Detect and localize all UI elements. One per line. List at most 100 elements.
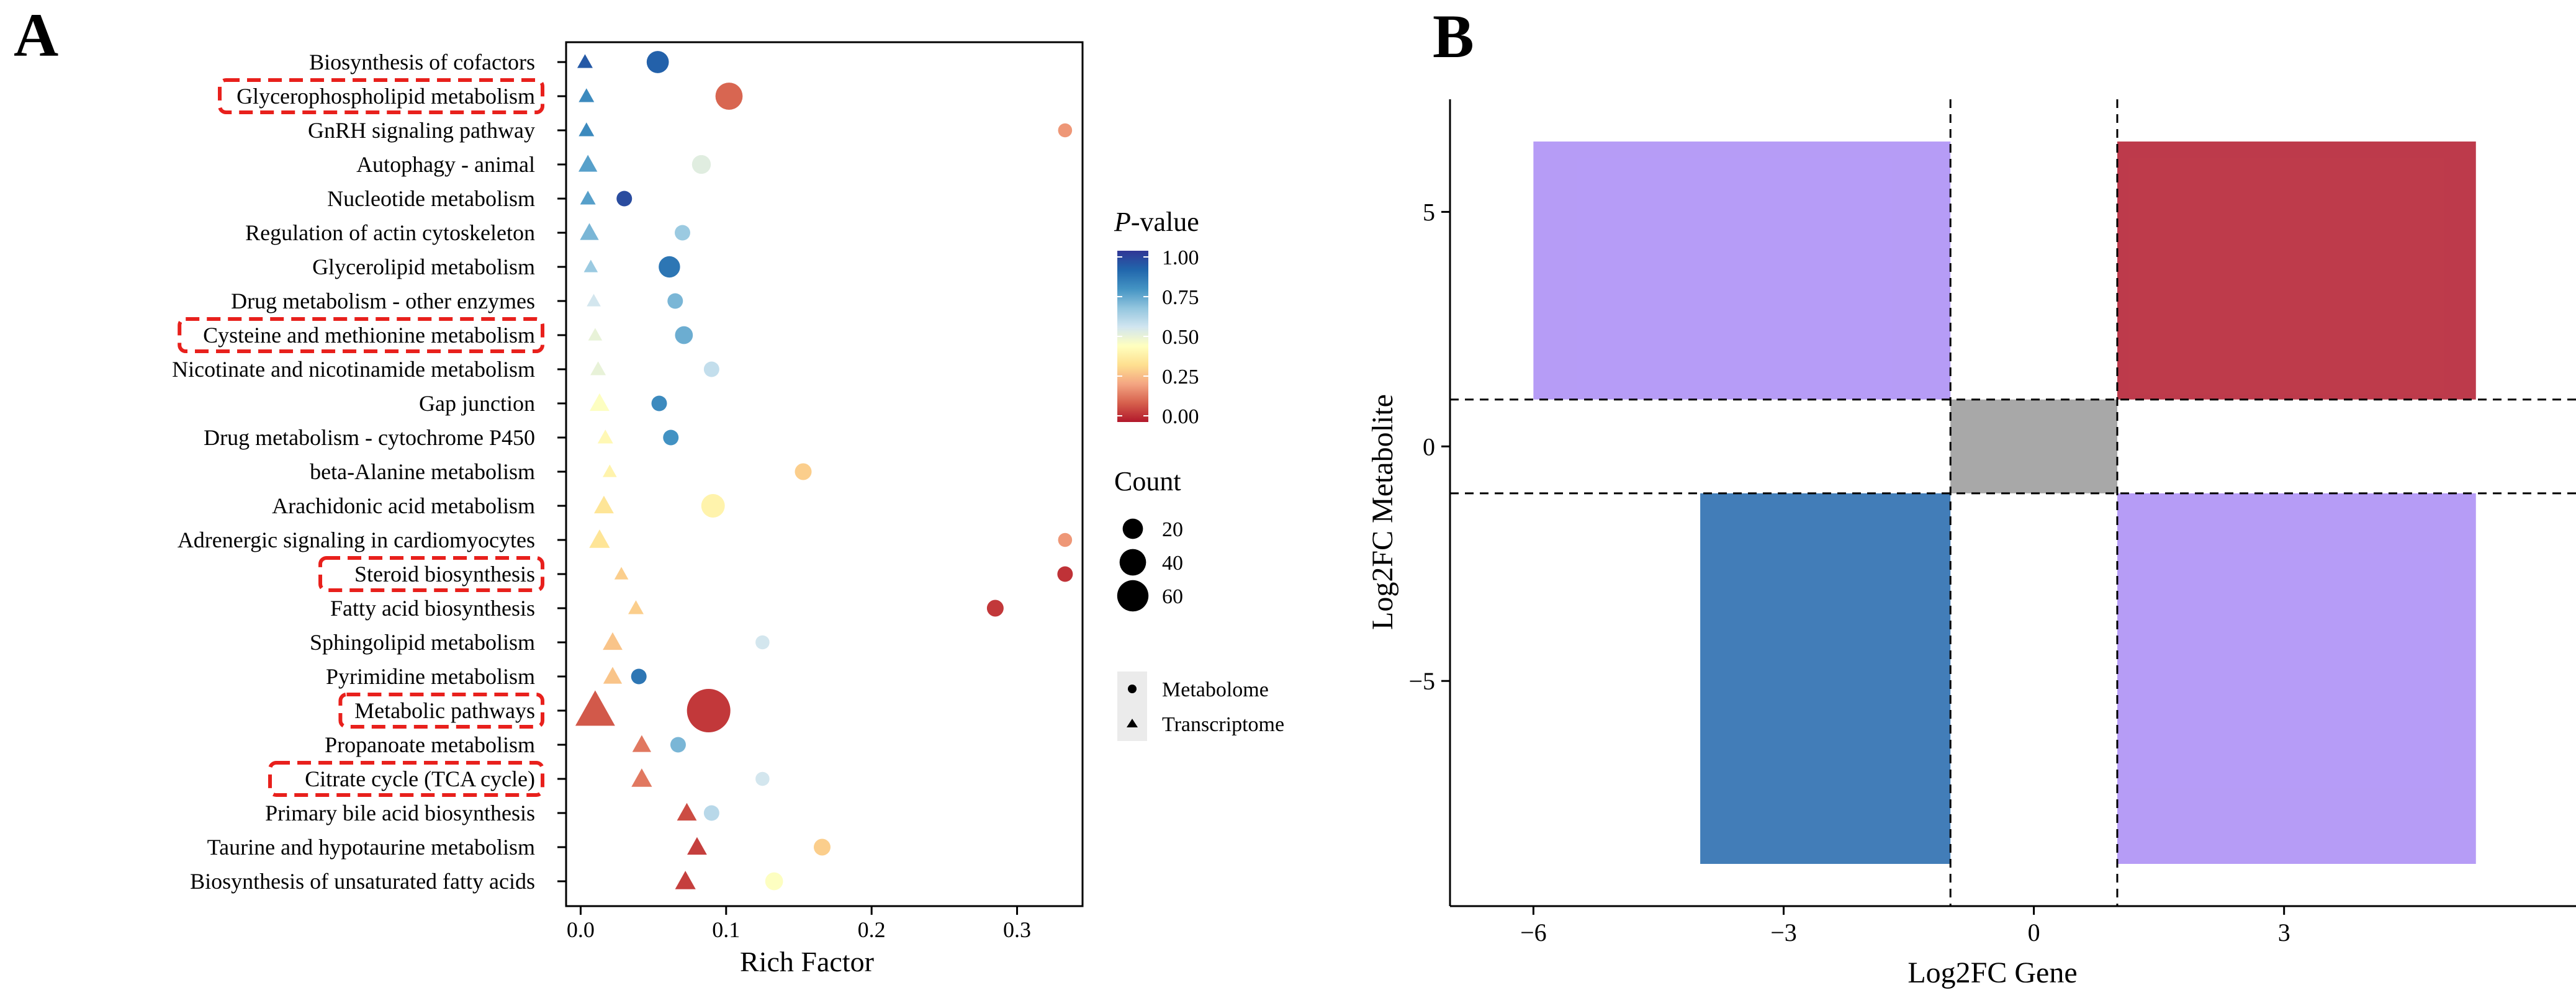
category-label: Sphingolipid metabolism	[310, 630, 535, 655]
x-tick-label: 0	[2028, 919, 2040, 946]
x-tick-label: 3	[2278, 919, 2290, 946]
x-axis-label: Rich Factor	[740, 946, 874, 977]
category-label: Pyrimidine metabolism	[326, 664, 535, 689]
category-label: Nicotinate and nicotinamide metabolism	[172, 357, 535, 382]
category-label: Cysteine and methionine metabolism	[203, 323, 535, 348]
colorbar-tick-label: 0.75	[1162, 286, 1199, 309]
x-tick-label: 0.3	[1003, 917, 1031, 942]
y-tick-label: −5	[1408, 667, 1435, 695]
transcriptome-point	[677, 802, 697, 821]
category-label: Regulation of actin cytoskeleton	[245, 220, 535, 245]
category-label: Autophagy - animal	[356, 152, 535, 177]
metabolome-point	[795, 463, 812, 480]
category-label: Taurine and hypotaurine metabolism	[207, 835, 535, 860]
metabolome-legend-icon	[1128, 685, 1137, 693]
metabolome-point	[1058, 532, 1073, 547]
category-label: Nucleotide metabolism	[327, 186, 535, 211]
metabolome-point	[703, 805, 719, 821]
count-legend-label: 40	[1162, 552, 1183, 575]
transcriptome-point	[579, 88, 595, 102]
transcriptome-point	[580, 191, 596, 205]
quadrant-region	[1700, 493, 1951, 864]
transcriptome-point	[594, 495, 614, 514]
transcriptome-point	[589, 529, 610, 548]
correlation-scatter-plot: B −6 −3 0 3 −5 0 5 Log2FC Gene Log2FC Metaboli…	[1372, 2, 2576, 989]
plot-frame	[565, 41, 1084, 907]
panel-label-b: B	[1433, 2, 1474, 71]
transcriptome-point	[687, 837, 707, 855]
y-tick-label: 0	[1423, 433, 1435, 461]
y-tick-label: 5	[1423, 198, 1435, 226]
transcriptome-point	[575, 690, 615, 726]
metabolome-point	[646, 51, 669, 73]
colorbar-tick-label: 0.25	[1162, 366, 1199, 389]
category-label: Drug metabolism - other enzymes	[231, 289, 535, 313]
category-label: beta-Alanine metabolism	[310, 459, 535, 484]
metabolome-point	[691, 155, 711, 174]
category-label: Citrate cycle (TCA cycle)	[305, 766, 535, 791]
colorbar-tick-label: 0.50	[1162, 326, 1199, 349]
y-axis-label-b: Log2FC Metabolite	[1372, 394, 1399, 630]
transcriptome-point	[589, 393, 610, 411]
category-label: Drug metabolism - cytochrome P450	[204, 425, 535, 450]
metabolome-point	[715, 83, 743, 110]
metabolome-point	[813, 838, 831, 856]
category-label: Glycerophospholipid metabolism	[236, 84, 535, 109]
x-tick-label: −6	[1520, 919, 1547, 946]
transcriptome-point	[587, 294, 601, 307]
category-label: Metabolic pathways	[354, 698, 535, 723]
count-legend-dot	[1122, 518, 1143, 539]
highlight-box	[178, 317, 544, 353]
metabolome-point	[616, 191, 633, 207]
transcriptome-point	[603, 667, 623, 684]
metabolome-point	[755, 771, 770, 786]
metabolome-point	[701, 494, 725, 518]
transcriptome-point	[628, 600, 644, 614]
count-legend-label: 60	[1162, 585, 1183, 608]
metabolome-point	[1058, 123, 1073, 138]
shape-legend-key	[1117, 672, 1147, 741]
category-label: Propanoate metabolism	[325, 732, 535, 757]
category-label: Fatty acid biosynthesis	[330, 596, 535, 621]
quadrant-region	[1950, 399, 2117, 493]
x-tick-label: 0.1	[712, 917, 740, 942]
highlight-box	[218, 78, 544, 114]
transcriptome-point	[588, 328, 603, 341]
metabolome-point	[675, 225, 690, 241]
category-label: Biosynthesis of cofactors	[309, 50, 535, 74]
transcriptome-legend-icon	[1127, 719, 1138, 727]
quadrant-region	[2117, 142, 2476, 400]
transcriptome-point	[583, 259, 598, 272]
metabolome-point	[631, 668, 647, 685]
category-label: Biosynthesis of unsaturated fatty acids	[190, 869, 535, 894]
quadrant-region	[1533, 142, 1951, 400]
x-tick-label: −3	[1770, 919, 1797, 946]
metabolome-point	[663, 429, 679, 446]
category-label: GnRH signaling pathway	[308, 118, 535, 143]
count-legend-title: Count	[1114, 466, 1181, 496]
shape-legend-label: Transcriptome	[1162, 713, 1284, 736]
colorbar-tick-label: 0.00	[1162, 405, 1199, 428]
transcriptome-point	[597, 429, 613, 444]
category-label: Steroid biosynthesis	[354, 562, 535, 586]
category-label: Gap junction	[419, 391, 535, 416]
pvalue-colorbar	[1117, 251, 1148, 422]
transcriptome-point	[614, 567, 629, 580]
highlight-box	[338, 693, 545, 729]
count-legend-dot	[1119, 549, 1146, 576]
metabolome-point	[755, 635, 770, 650]
metabolome-point	[687, 689, 731, 732]
transcriptome-point	[631, 768, 652, 787]
metabolome-point	[667, 293, 683, 309]
enrichment-bubble-chart: A Biosynthesis of cofactors Glycerophosph…	[14, 1, 1284, 977]
colorbar-tick-label: 1.00	[1162, 246, 1199, 269]
metabolome-point	[670, 737, 686, 753]
transcriptome-point	[577, 54, 593, 68]
x-tick-label: 0.2	[858, 917, 886, 942]
pvalue-legend-title: P-value	[1114, 207, 1199, 237]
x-axis-label-b: Log2FC Gene	[1907, 956, 2077, 989]
transcriptome-point	[675, 871, 696, 889]
metabolome-point	[765, 872, 783, 891]
transcriptome-point	[632, 735, 652, 752]
